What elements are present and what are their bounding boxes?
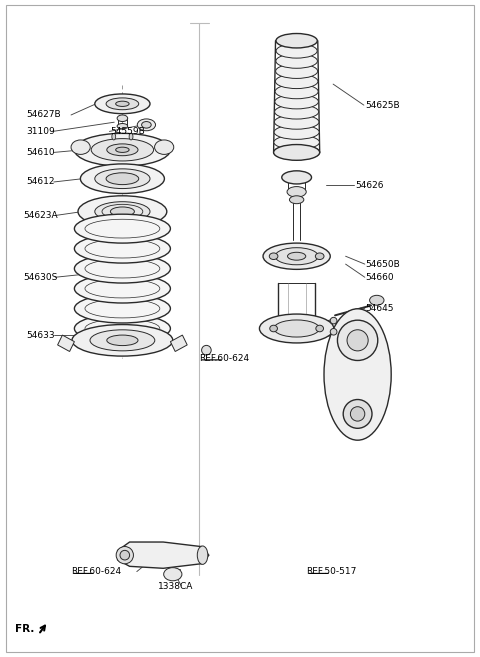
Text: 31109: 31109 [26, 127, 55, 136]
Ellipse shape [275, 104, 319, 119]
Ellipse shape [276, 54, 317, 68]
Circle shape [116, 547, 133, 564]
Ellipse shape [107, 335, 138, 346]
Ellipse shape [74, 254, 170, 283]
Text: REF.60-624: REF.60-624 [199, 353, 249, 363]
Polygon shape [118, 542, 209, 568]
Text: 54610: 54610 [26, 148, 55, 157]
Ellipse shape [274, 125, 319, 139]
Circle shape [343, 399, 372, 428]
Ellipse shape [155, 140, 174, 154]
Circle shape [120, 551, 130, 560]
Ellipse shape [137, 119, 156, 131]
Ellipse shape [74, 214, 170, 243]
Ellipse shape [282, 171, 312, 184]
Circle shape [337, 320, 378, 361]
Ellipse shape [276, 74, 318, 89]
Ellipse shape [276, 34, 317, 48]
Ellipse shape [330, 328, 337, 335]
Ellipse shape [274, 320, 320, 337]
Ellipse shape [324, 309, 391, 440]
Ellipse shape [110, 207, 134, 216]
Text: 54623A: 54623A [23, 211, 58, 220]
Ellipse shape [112, 133, 116, 140]
Ellipse shape [263, 243, 330, 269]
Ellipse shape [259, 314, 334, 343]
Ellipse shape [74, 294, 170, 323]
Text: 54633: 54633 [26, 330, 55, 340]
Circle shape [350, 407, 365, 421]
Text: 54626: 54626 [355, 181, 384, 190]
Ellipse shape [95, 94, 150, 114]
Text: 54625B: 54625B [365, 101, 399, 110]
Ellipse shape [275, 248, 318, 265]
Text: 54559B: 54559B [110, 127, 145, 136]
Text: 54627B: 54627B [26, 110, 61, 120]
Polygon shape [170, 335, 187, 351]
Text: REF.50-517: REF.50-517 [306, 567, 357, 576]
Ellipse shape [95, 202, 150, 221]
Ellipse shape [74, 274, 170, 303]
Ellipse shape [74, 234, 170, 263]
Ellipse shape [270, 325, 277, 332]
Ellipse shape [275, 115, 319, 129]
Ellipse shape [106, 98, 139, 110]
Text: REF.60-624: REF.60-624 [71, 567, 121, 576]
Ellipse shape [106, 173, 139, 185]
Ellipse shape [116, 101, 129, 106]
Text: 54650B: 54650B [366, 260, 400, 269]
Text: FR.: FR. [15, 624, 35, 635]
Ellipse shape [276, 43, 317, 58]
Ellipse shape [117, 115, 128, 122]
Ellipse shape [315, 253, 324, 260]
Circle shape [202, 346, 211, 355]
Ellipse shape [81, 164, 164, 193]
Ellipse shape [116, 147, 129, 152]
Ellipse shape [74, 133, 170, 166]
Text: 1338CA: 1338CA [158, 581, 194, 591]
Polygon shape [58, 335, 74, 351]
Ellipse shape [276, 64, 318, 78]
Ellipse shape [78, 196, 167, 227]
Text: 54630S: 54630S [23, 273, 58, 282]
Text: 54612: 54612 [26, 177, 55, 187]
Text: 54645: 54645 [366, 304, 394, 313]
Ellipse shape [107, 144, 138, 156]
Ellipse shape [275, 95, 318, 109]
Ellipse shape [370, 296, 384, 305]
Ellipse shape [274, 135, 319, 150]
Ellipse shape [288, 252, 306, 260]
Ellipse shape [164, 568, 182, 581]
Ellipse shape [330, 317, 337, 324]
Ellipse shape [129, 133, 133, 140]
Ellipse shape [269, 253, 278, 260]
Ellipse shape [274, 145, 320, 160]
Ellipse shape [142, 122, 151, 128]
Ellipse shape [90, 330, 155, 351]
Ellipse shape [274, 145, 320, 160]
Ellipse shape [275, 84, 318, 99]
Ellipse shape [117, 124, 128, 129]
Ellipse shape [71, 140, 90, 154]
Text: 54660: 54660 [366, 273, 395, 282]
Ellipse shape [287, 187, 306, 197]
Ellipse shape [289, 196, 304, 204]
Ellipse shape [72, 325, 173, 356]
Circle shape [347, 330, 368, 351]
Ellipse shape [316, 325, 324, 332]
Ellipse shape [91, 139, 154, 161]
Ellipse shape [74, 314, 170, 343]
Ellipse shape [95, 169, 150, 189]
Ellipse shape [197, 546, 208, 564]
